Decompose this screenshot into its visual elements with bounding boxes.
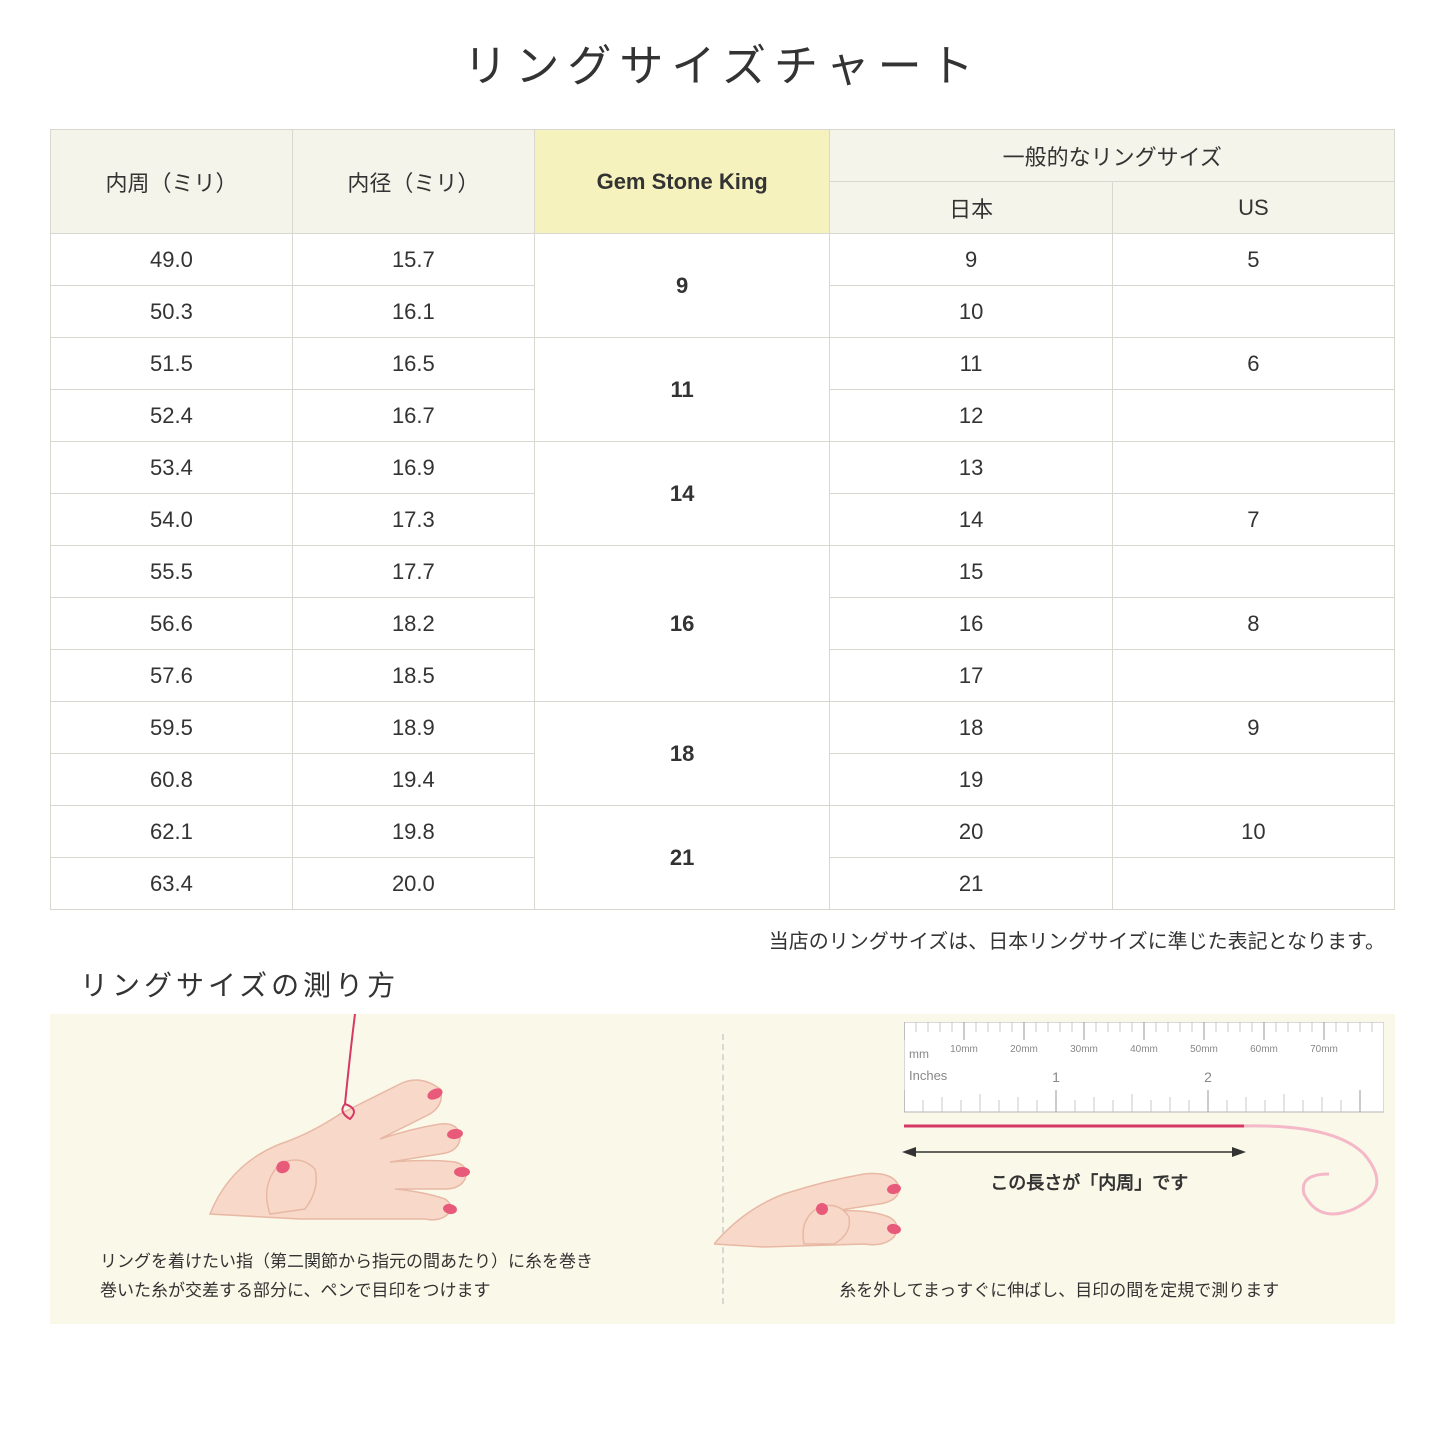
cell-circumference: 49.0 xyxy=(51,234,293,286)
measure-step-1: リングを着けたい指（第二関節から指元の間あたり）に糸を巻き 巻いた糸が交差する部… xyxy=(50,1014,722,1324)
cell-diameter: 17.7 xyxy=(292,546,534,598)
ring-size-table: 内周（ミリ） 内径（ミリ） Gem Stone King 一般的なリングサイズ … xyxy=(50,129,1395,910)
cell-japan: 15 xyxy=(830,546,1112,598)
cell-us xyxy=(1112,442,1394,494)
cell-us xyxy=(1112,286,1394,338)
cell-circumference: 60.8 xyxy=(51,754,293,806)
cell-gsk: 14 xyxy=(534,442,830,546)
table-row: 49.015.7995 xyxy=(51,234,1395,286)
measure-title: リングサイズの測り方 xyxy=(80,964,1395,1004)
cell-japan: 10 xyxy=(830,286,1112,338)
cell-diameter: 17.3 xyxy=(292,494,534,546)
header-japan: 日本 xyxy=(830,182,1112,234)
cell-diameter: 18.5 xyxy=(292,650,534,702)
cell-diameter: 15.7 xyxy=(292,234,534,286)
svg-text:40mm: 40mm xyxy=(1130,1044,1158,1055)
table-row: 62.119.8212010 xyxy=(51,806,1395,858)
svg-text:10mm: 10mm xyxy=(950,1044,978,1055)
cell-japan: 9 xyxy=(830,234,1112,286)
header-gsk: Gem Stone King xyxy=(534,130,830,234)
cell-diameter: 19.8 xyxy=(292,806,534,858)
cell-japan: 20 xyxy=(830,806,1112,858)
cell-us xyxy=(1112,858,1394,910)
cell-us: 6 xyxy=(1112,338,1394,390)
svg-text:20mm: 20mm xyxy=(1010,1044,1038,1055)
svg-text:70mm: 70mm xyxy=(1310,1044,1338,1055)
cell-circumference: 63.4 xyxy=(51,858,293,910)
cell-diameter: 20.0 xyxy=(292,858,534,910)
cell-us: 8 xyxy=(1112,598,1394,650)
cell-circumference: 51.5 xyxy=(51,338,293,390)
table-note: 当店のリングサイズは、日本リングサイズに準じた表記となります。 xyxy=(50,925,1395,954)
cell-japan: 16 xyxy=(830,598,1112,650)
header-circumference: 内周（ミリ） xyxy=(51,130,293,234)
svg-text:2: 2 xyxy=(1204,1069,1212,1085)
header-us: US xyxy=(1112,182,1394,234)
ruler-illustration: mm 10mm 20mm 30mm 40mm 50mm 60mm 70mm In… xyxy=(904,1022,1384,1122)
cell-circumference: 59.5 xyxy=(51,702,293,754)
cell-japan: 18 xyxy=(830,702,1112,754)
cell-diameter: 16.1 xyxy=(292,286,534,338)
svg-text:1: 1 xyxy=(1052,1069,1060,1085)
cell-circumference: 55.5 xyxy=(51,546,293,598)
table-row: 55.517.71615 xyxy=(51,546,1395,598)
cell-us: 5 xyxy=(1112,234,1394,286)
measure-step-2: mm 10mm 20mm 30mm 40mm 50mm 60mm 70mm In… xyxy=(724,1014,1396,1324)
cell-circumference: 62.1 xyxy=(51,806,293,858)
cell-us xyxy=(1112,650,1394,702)
cell-diameter: 18.9 xyxy=(292,702,534,754)
measure-box: リングを着けたい指（第二関節から指元の間あたり）に糸を巻き 巻いた糸が交差する部… xyxy=(50,1014,1395,1324)
svg-text:Inches: Inches xyxy=(909,1068,948,1083)
hand-illustration-left xyxy=(150,1014,570,1224)
cell-diameter: 16.9 xyxy=(292,442,534,494)
cell-diameter: 19.4 xyxy=(292,754,534,806)
svg-text:60mm: 60mm xyxy=(1250,1044,1278,1055)
cell-japan: 13 xyxy=(830,442,1112,494)
header-general: 一般的なリングサイズ xyxy=(830,130,1395,182)
table-row: 53.416.91413 xyxy=(51,442,1395,494)
cell-circumference: 50.3 xyxy=(51,286,293,338)
cell-us xyxy=(1112,546,1394,598)
cell-japan: 21 xyxy=(830,858,1112,910)
cell-circumference: 53.4 xyxy=(51,442,293,494)
svg-text:mm: mm xyxy=(909,1047,929,1061)
table-row: 59.518.918189 xyxy=(51,702,1395,754)
cell-circumference: 52.4 xyxy=(51,390,293,442)
cell-us xyxy=(1112,390,1394,442)
cell-us: 7 xyxy=(1112,494,1394,546)
cell-gsk: 21 xyxy=(534,806,830,910)
cell-us: 9 xyxy=(1112,702,1394,754)
measure-caption-left: リングを着けたい指（第二関節から指元の間あたり）に糸を巻き 巻いた糸が交差する部… xyxy=(100,1248,672,1306)
measure-caption-right: 糸を外してまっすぐに伸ばし、目印の間を定規で測ります xyxy=(754,1277,1366,1306)
cell-japan: 17 xyxy=(830,650,1112,702)
svg-text:30mm: 30mm xyxy=(1070,1044,1098,1055)
cell-diameter: 16.7 xyxy=(292,390,534,442)
cell-us: 10 xyxy=(1112,806,1394,858)
cell-gsk: 9 xyxy=(534,234,830,338)
cell-gsk: 18 xyxy=(534,702,830,806)
cell-gsk: 16 xyxy=(534,546,830,702)
table-row: 51.516.511116 xyxy=(51,338,1395,390)
cell-japan: 11 xyxy=(830,338,1112,390)
svg-text:50mm: 50mm xyxy=(1190,1044,1218,1055)
cell-japan: 14 xyxy=(830,494,1112,546)
cell-gsk: 11 xyxy=(534,338,830,442)
cell-japan: 19 xyxy=(830,754,1112,806)
cell-diameter: 18.2 xyxy=(292,598,534,650)
cell-japan: 12 xyxy=(830,390,1112,442)
cell-circumference: 56.6 xyxy=(51,598,293,650)
cell-circumference: 54.0 xyxy=(51,494,293,546)
cell-us xyxy=(1112,754,1394,806)
cell-diameter: 16.5 xyxy=(292,338,534,390)
cell-circumference: 57.6 xyxy=(51,650,293,702)
header-diameter: 内径（ミリ） xyxy=(292,130,534,234)
ruler-label: この長さが「内周」です xyxy=(754,1169,1426,1195)
page-title: リングサイズチャート xyxy=(50,30,1395,94)
